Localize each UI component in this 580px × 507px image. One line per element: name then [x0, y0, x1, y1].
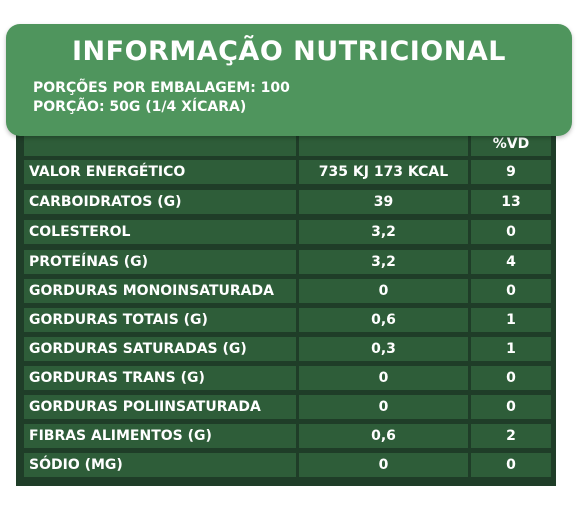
nutrient-vd: 0	[471, 279, 551, 303]
column-header-quantity	[299, 132, 468, 156]
nutrient-name: PROTEÍNAS (G)	[24, 250, 296, 274]
nutrient-quantity: 0,6	[299, 424, 468, 448]
nutrient-vd: 1	[471, 337, 551, 361]
column-header-nutrient	[24, 132, 296, 156]
nutrient-quantity: 0	[299, 453, 468, 477]
table-row: GORDURAS MONOINSATURADA 0 0	[24, 279, 551, 303]
nutrient-name: GORDURAS MONOINSATURADA	[24, 279, 296, 303]
table-row: GORDURAS POLIINSATURADA 0 0	[24, 395, 551, 419]
nutrient-name: GORDURAS SATURADAS (G)	[24, 337, 296, 361]
table-row: VALOR ENERGÉTICO 735 KJ 173 KCAL 9	[24, 160, 551, 184]
table-row: GORDURAS TRANS (G) 0 0	[24, 366, 551, 390]
nutrient-name: SÓDIO (MG)	[24, 453, 296, 477]
nutrient-name: FIBRAS ALIMENTOS (G)	[24, 424, 296, 448]
table-row: SÓDIO (MG) 0 0	[24, 453, 551, 477]
nutrient-quantity: 0	[299, 366, 468, 390]
nutrient-vd: 0	[471, 366, 551, 390]
nutrient-quantity: 0,3	[299, 337, 468, 361]
nutrient-name: CARBOIDRATOS (G)	[24, 190, 296, 214]
nutrient-vd: 13	[471, 190, 551, 214]
servings-per-package: PORÇÕES POR EMBALAGEM: 100	[33, 80, 290, 96]
table-header-row: %VD	[24, 132, 551, 156]
nutrient-vd: 9	[471, 160, 551, 184]
table-row: GORDURAS TOTAIS (G) 0,6 1	[24, 308, 551, 332]
nutrient-quantity: 0	[299, 279, 468, 303]
nutrient-vd: 0	[471, 395, 551, 419]
nutrient-quantity: 3,2	[299, 250, 468, 274]
nutrient-name: GORDURAS TOTAIS (G)	[24, 308, 296, 332]
nutrient-quantity: 3,2	[299, 220, 468, 244]
nutrient-vd: 0	[471, 220, 551, 244]
table-row: COLESTEROL 3,2 0	[24, 220, 551, 244]
nutrition-header: INFORMAÇÃO NUTRICIONAL PORÇÕES POR EMBAL…	[6, 24, 572, 136]
nutrient-name: COLESTEROL	[24, 220, 296, 244]
nutrient-name: GORDURAS POLIINSATURADA	[24, 395, 296, 419]
serving-size: PORÇÃO: 50G (1/4 XÍCARA)	[33, 99, 247, 115]
nutrient-quantity: 39	[299, 190, 468, 214]
nutrient-vd: 0	[471, 453, 551, 477]
nutrient-name: VALOR ENERGÉTICO	[24, 160, 296, 184]
table-row: CARBOIDRATOS (G) 39 13	[24, 190, 551, 214]
nutrient-quantity: 0,6	[299, 308, 468, 332]
nutrient-quantity: 0	[299, 395, 468, 419]
table-row: PROTEÍNAS (G) 3,2 4	[24, 250, 551, 274]
nutrient-quantity: 735 KJ 173 KCAL	[299, 160, 468, 184]
nutrient-vd: 2	[471, 424, 551, 448]
table-row: FIBRAS ALIMENTOS (G) 0,6 2	[24, 424, 551, 448]
nutrient-vd: 4	[471, 250, 551, 274]
page-title: INFORMAÇÃO NUTRICIONAL	[72, 36, 506, 67]
nutrient-vd: 1	[471, 308, 551, 332]
column-header-vd: %VD	[471, 132, 551, 156]
nutrient-name: GORDURAS TRANS (G)	[24, 366, 296, 390]
table-row: GORDURAS SATURADAS (G) 0,3 1	[24, 337, 551, 361]
